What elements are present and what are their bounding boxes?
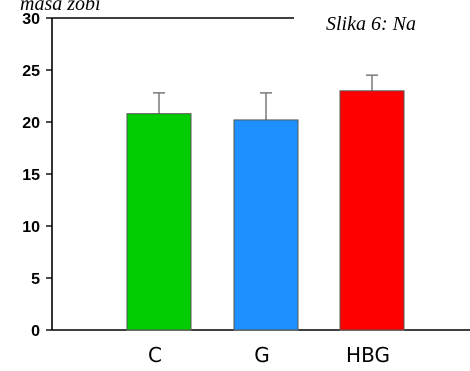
x-category-label: HBG: [346, 343, 390, 367]
y-tick-label: 20: [22, 115, 40, 132]
y-tick-label: 15: [22, 167, 40, 184]
y-tick-label: 0: [31, 323, 40, 340]
bar-g: [233, 119, 299, 331]
caption-top-left: masa zobi: [20, 0, 101, 15]
caption-top-right: Slika 6: Na: [326, 13, 416, 35]
y-axis-ticks: 0 5 10 15 20 25 30: [22, 11, 52, 340]
y-tick-label: 10: [22, 219, 40, 236]
bar-c: [126, 113, 192, 331]
bar-hbg: [339, 90, 405, 331]
y-tick-label: 30: [22, 11, 40, 28]
x-category-label: C: [148, 343, 162, 367]
y-tick-label: 25: [22, 63, 40, 80]
x-category-label: G: [254, 343, 270, 367]
y-tick-label: 5: [31, 271, 40, 288]
bars-layer: C G HBG: [126, 74, 405, 367]
